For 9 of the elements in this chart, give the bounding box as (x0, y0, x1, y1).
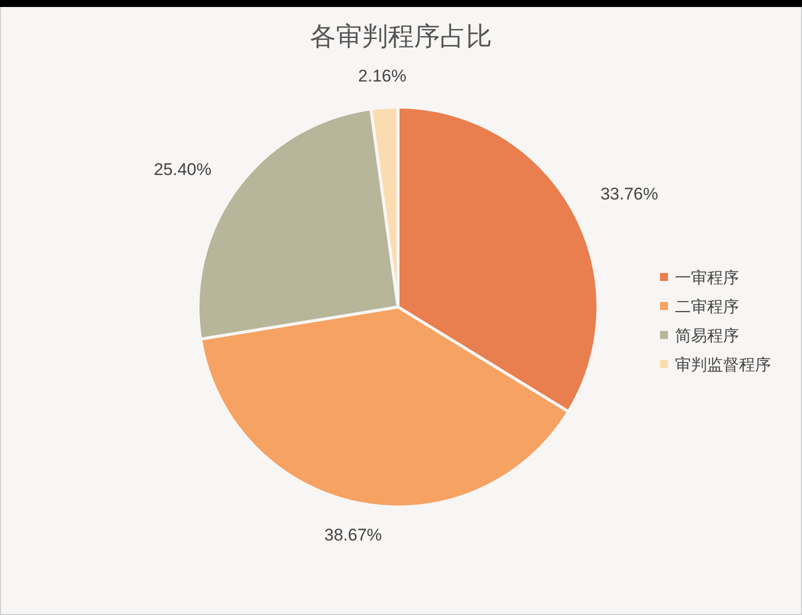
data-label: 33.76% (600, 184, 658, 204)
legend-label: 二审程序 (675, 298, 739, 316)
data-label: 38.67% (324, 526, 382, 545)
legend-label: 简易程序 (675, 327, 739, 345)
legend-label: 审判监督程序 (675, 356, 771, 374)
chart-title: 各审判程序占比 (310, 21, 492, 51)
data-label: 25.40% (154, 160, 212, 180)
legend-label: 一审程序 (675, 269, 739, 287)
data-label: 2.16% (358, 66, 406, 86)
